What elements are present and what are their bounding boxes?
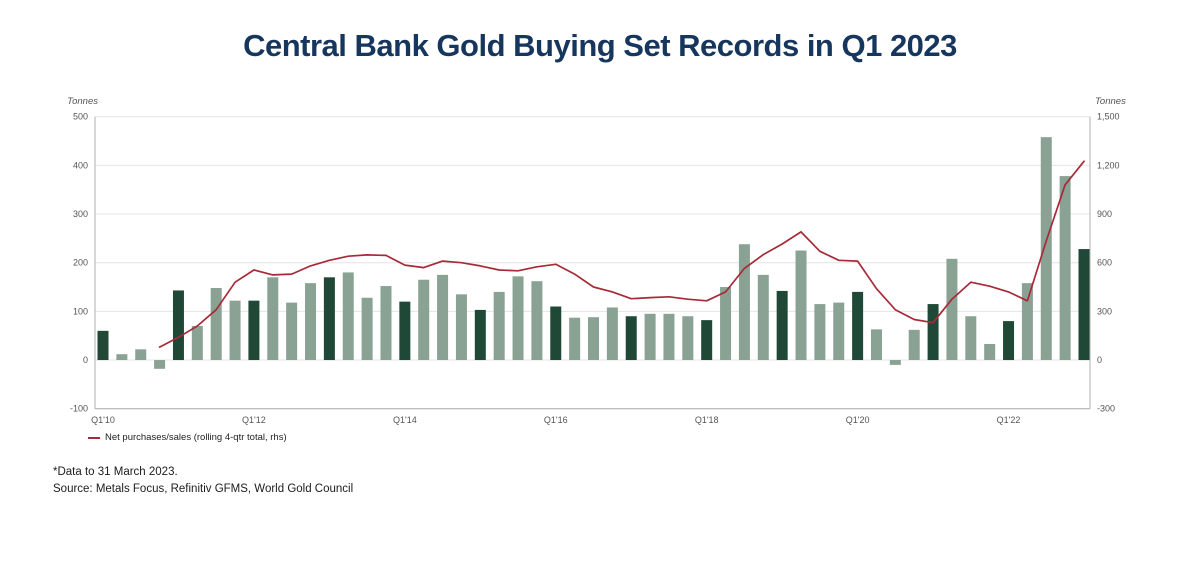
bar-Q2'15 xyxy=(493,291,505,361)
bar-Q1'20 xyxy=(852,291,864,361)
bar-Q2'17 xyxy=(644,313,656,361)
x-axis-tick-label: Q1'12 xyxy=(242,415,266,425)
line-series-label: Net purchases/sales (rolling 4-qtr total… xyxy=(105,432,287,443)
bar-Q2'13 xyxy=(342,272,354,361)
right-axis-tick-label: 300 xyxy=(1097,306,1112,316)
right-axis-tick-label: -300 xyxy=(1097,404,1115,414)
footnote-data-date: *Data to 31 March 2023. xyxy=(53,466,178,478)
bar-Q2'14 xyxy=(418,279,430,361)
bar-Q3'12 xyxy=(286,302,298,361)
left-axis-tick-label: 500 xyxy=(73,112,88,122)
bar-Q4'16 xyxy=(606,307,618,361)
bar-Q4'13 xyxy=(380,286,392,361)
bar-Q4'21 xyxy=(984,343,996,361)
left-axis-unit-label: Tonnes xyxy=(67,96,98,107)
bar-Q3'19 xyxy=(814,304,826,361)
left-axis-tick-label: -100 xyxy=(70,404,88,414)
x-axis-tick-label: Q1'14 xyxy=(393,415,417,425)
bar-Q2'20 xyxy=(870,329,882,361)
bar-Q4'22 xyxy=(1059,176,1071,361)
bar-Q2'16 xyxy=(569,317,581,361)
bar-Q3'20 xyxy=(889,360,901,365)
bar-Q1'15 xyxy=(474,309,486,361)
bar-Q4'17 xyxy=(682,316,694,361)
footnote-source: Source: Metals Focus, Refinitiv GFMS, Wo… xyxy=(53,483,354,495)
bar-Q2'22 xyxy=(1021,283,1033,361)
bar-Q1'17 xyxy=(625,316,637,361)
bar-Q2'10 xyxy=(116,354,128,361)
bar-Q1'21 xyxy=(927,304,939,361)
x-axis-tick-label: Q1'20 xyxy=(846,415,870,425)
left-axis-tick-label: 0 xyxy=(83,355,88,365)
bar-Q4'12 xyxy=(305,283,317,361)
bar-Q2'12 xyxy=(267,277,279,361)
bar-Q3'22 xyxy=(1040,137,1052,361)
chart-footnotes: *Data to 31 March 2023. Source: Metals F… xyxy=(53,464,353,498)
bar-Q2'19 xyxy=(795,250,807,361)
bar-Q1'22 xyxy=(1003,321,1015,361)
x-axis-tick-label: Q1'22 xyxy=(997,415,1021,425)
bar-Q4'14 xyxy=(455,294,467,361)
bar-Q1'16 xyxy=(550,306,562,361)
bar-Q3'14 xyxy=(437,274,449,361)
right-axis-tick-label: 600 xyxy=(1097,258,1112,268)
x-axis-tick-label: Q1'10 xyxy=(91,415,115,425)
bar-Q4'15 xyxy=(531,281,543,361)
bar-Q3'13 xyxy=(361,297,373,361)
left-axis-tick-label: 400 xyxy=(73,160,88,170)
x-axis-tick-label: Q1'18 xyxy=(695,415,719,425)
bar-Q3'18 xyxy=(738,244,750,361)
bar-Q3'17 xyxy=(663,313,675,361)
bar-Q4'18 xyxy=(757,274,769,361)
bar-Q3'11 xyxy=(210,288,222,361)
bar-Q4'11 xyxy=(229,300,241,361)
right-axis-tick-label: 1,200 xyxy=(1097,160,1120,170)
bar-Q1'19 xyxy=(776,290,788,361)
bar-Q4'19 xyxy=(833,302,845,361)
bar-Q3'10 xyxy=(135,349,147,361)
right-axis-tick-label: 1,500 xyxy=(1097,112,1120,122)
bar-Q3'16 xyxy=(588,317,599,361)
bar-Q4'20 xyxy=(908,329,920,361)
bar-Q1'10 xyxy=(97,330,109,361)
chart-legend: Net purchases/sales (rolling 4-qtr total… xyxy=(88,432,287,443)
bar-Q1'11 xyxy=(172,290,184,361)
line-series-swatch xyxy=(88,436,100,439)
left-axis-tick-label: 300 xyxy=(73,209,88,219)
bar-Q4'10 xyxy=(154,360,166,369)
x-axis-tick-label: Q1'16 xyxy=(544,415,568,425)
bar-Q2'21 xyxy=(946,258,958,361)
bar-Q1'14 xyxy=(399,301,411,361)
page-title: Central Bank Gold Buying Set Records in … xyxy=(243,28,957,63)
bar-Q1'13 xyxy=(323,277,335,361)
right-axis-unit-label: Tonnes xyxy=(1095,96,1126,107)
bar-Q1'12 xyxy=(248,300,260,361)
bar-Q1'23 xyxy=(1078,249,1090,361)
rolling-total-line xyxy=(158,160,1085,348)
bar-Q1'18 xyxy=(701,320,713,361)
bar-Q3'21 xyxy=(965,316,977,361)
chart-area: 500 400 300 200 100 0 -100 1,500 1,200 900 600 300 0… xyxy=(67,96,1126,425)
bar-Q2'11 xyxy=(191,325,203,361)
bar-Q2'18 xyxy=(720,287,732,361)
left-axis-tick-label: 200 xyxy=(73,258,88,268)
right-axis-tick-label: 900 xyxy=(1097,209,1112,219)
bar-Q3'15 xyxy=(512,276,524,361)
gold-buying-chart: 500 400 300 200 100 0 -100 1,500 1,200 900 600 300 0… xyxy=(67,96,1126,425)
right-axis-tick-label: 0 xyxy=(1097,355,1102,365)
left-axis-tick-label: 100 xyxy=(73,306,88,316)
